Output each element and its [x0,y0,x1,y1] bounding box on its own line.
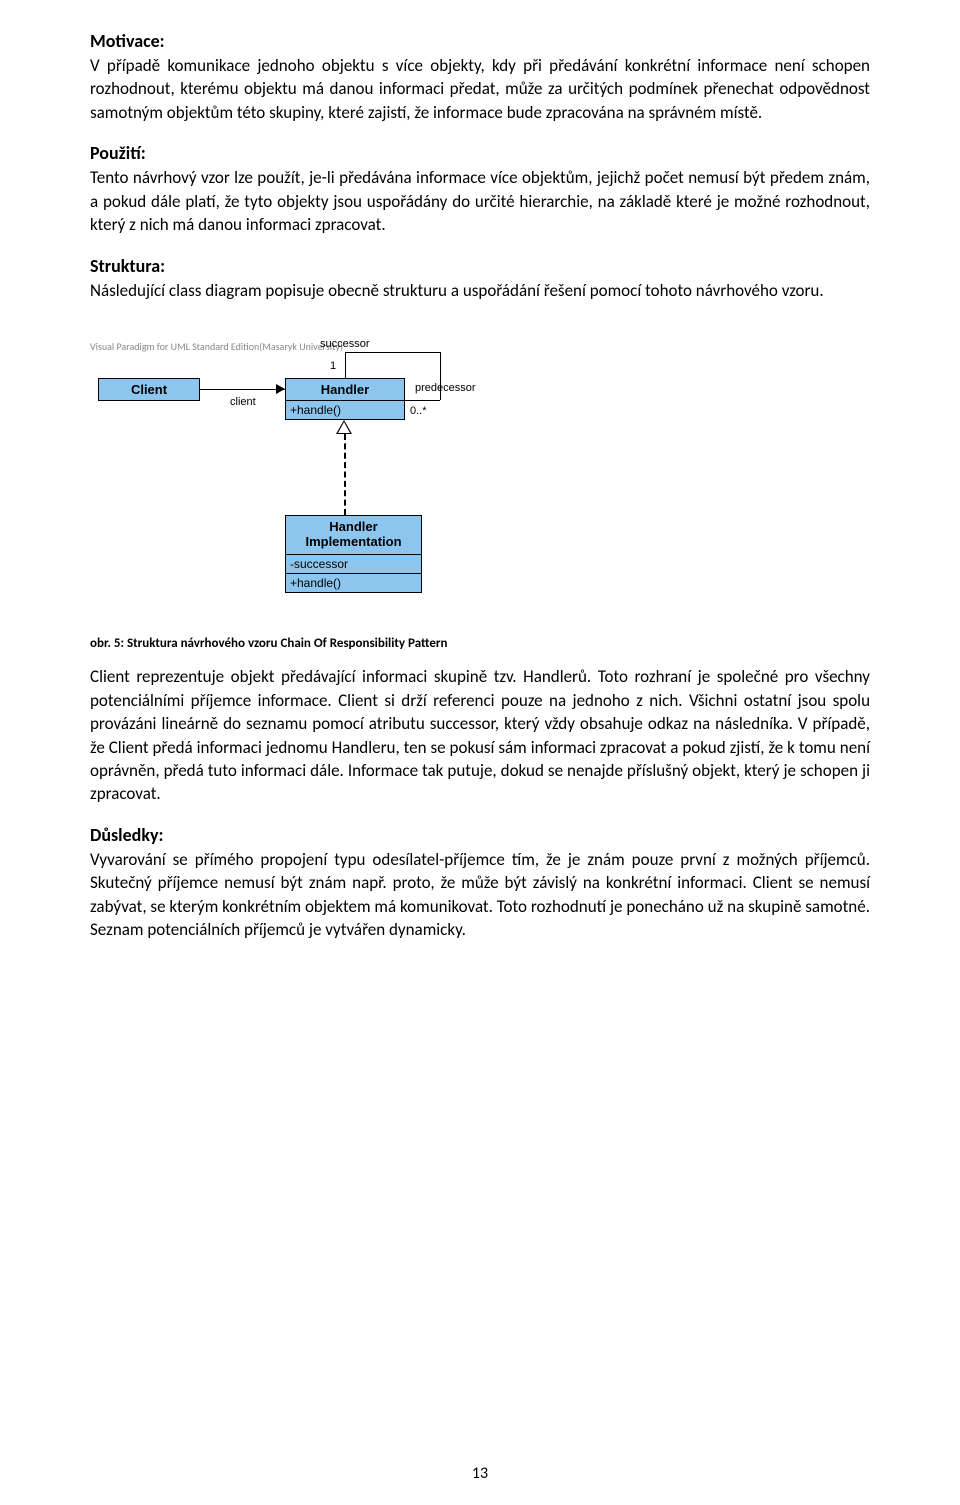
heading-pouziti: Použití: [90,142,870,164]
page-number: 13 [0,1464,960,1483]
diagram-watermark: Visual Paradigm for UML Standard Edition… [90,340,343,353]
arrowhead-icon [276,384,285,394]
para-dusledky: Vyvarování se přímého propojení typu ode… [90,848,870,942]
uml-handler-name: Handler [286,379,404,401]
uml-handler-impl: Handler Implementation -successor +handl… [285,515,422,593]
assoc-client-handler [199,389,285,390]
uml-handler: Handler +handle() [285,378,405,420]
uml-client: Client [98,378,200,401]
assoc-line [345,352,346,378]
label-predecessor: predecessor [415,382,476,394]
heading-struktura: Struktura: [90,255,870,277]
uml-client-name: Client [99,379,199,400]
label-client-role: client [230,396,256,408]
uml-impl-attr: -successor [286,555,421,574]
label-one: 1 [330,360,336,372]
assoc-line [345,352,440,353]
para-struktura: Následující class diagram popisuje obecn… [90,279,870,302]
uml-impl-op: +handle() [286,574,421,592]
uml-handler-op: +handle() [286,401,404,419]
para-client-text: Client reprezentuje objekt předávající i… [90,665,870,806]
generalization-arrow-icon [336,420,352,434]
para-motivace: V případě komunikace jednoho objektu s v… [90,54,870,124]
uml-diagram: Visual Paradigm for UML Standard Edition… [90,320,520,630]
figure-caption: obr. 5: Struktura návrhového vzoru Chain… [90,636,870,651]
uml-impl-name: Handler Implementation [286,516,421,555]
heading-dusledky: Důsledky: [90,824,870,846]
para-pouziti: Tento návrhový vzor lze použít, je-li př… [90,166,870,236]
realization-line [344,434,346,515]
label-successor: successor [320,338,370,350]
assoc-line [403,400,440,401]
label-zero-star: 0..* [410,405,427,417]
page: Motivace: V případě komunikace jednoho o… [0,0,960,1505]
heading-motivace: Motivace: [90,30,870,52]
